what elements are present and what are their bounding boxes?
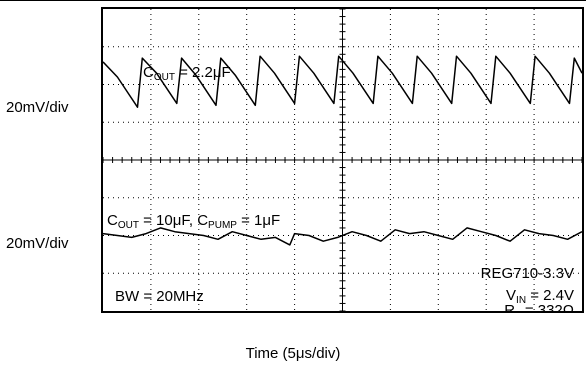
channel2-scale-label: 20mV/div	[6, 235, 69, 252]
grid	[103, 9, 582, 311]
scope-svg	[103, 9, 582, 311]
top-rule	[0, 0, 586, 1]
channel2-trace	[103, 227, 582, 246]
channel2-annotation: COUT = 10μF, CPUMP = 1μF	[107, 212, 281, 231]
channel1-scale-label: 20mV/div	[6, 99, 69, 116]
traces	[103, 55, 582, 246]
channel1-trace	[103, 55, 582, 108]
vin-label: VIN = 2.4V	[506, 287, 574, 306]
x-axis-label: Time (5μs/div)	[245, 345, 341, 362]
device-label: REG710-3.3V	[480, 265, 574, 282]
rl-label: RL = 332Ω	[504, 302, 574, 313]
channel1-annotation: COUT = 2.2μF	[143, 64, 231, 83]
bandwidth-label: BW = 20MHz	[115, 288, 204, 305]
scope-plot-area: COUT = 2.2μF COUT = 10μF, CPUMP = 1μF RE…	[101, 7, 584, 313]
